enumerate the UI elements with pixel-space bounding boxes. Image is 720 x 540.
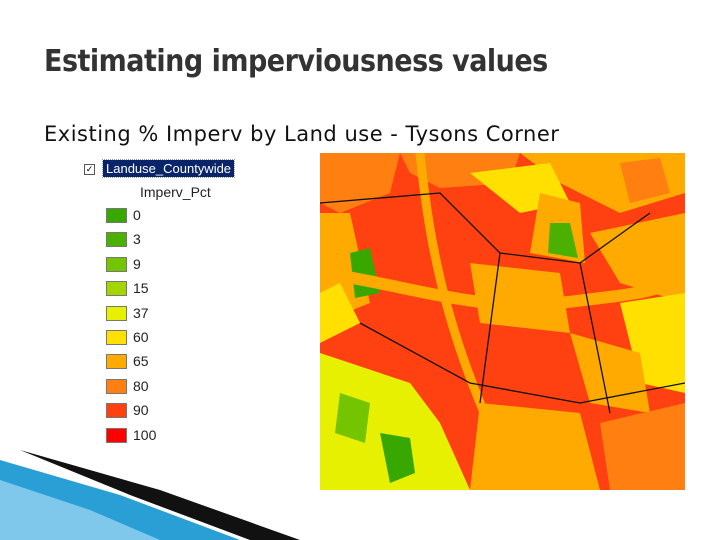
legend-label: 37 bbox=[133, 304, 149, 321]
parcel bbox=[470, 403, 600, 490]
parcel bbox=[335, 393, 370, 443]
layer-name[interactable]: Landuse_Countywide bbox=[101, 159, 236, 178]
parcel bbox=[320, 353, 470, 490]
parcel bbox=[600, 403, 685, 490]
legend-swatch bbox=[106, 427, 127, 443]
legend-label: 60 bbox=[133, 329, 149, 345]
legend-swatch bbox=[106, 305, 127, 321]
legend-label: 9 bbox=[133, 255, 141, 272]
road bbox=[415, 153, 525, 490]
field-name: Imperv_Pct bbox=[140, 184, 211, 200]
slide-subtitle: Existing % Imperv by Land use - Tysons C… bbox=[44, 122, 560, 146]
legend-swatch bbox=[106, 330, 127, 345]
parcel bbox=[548, 223, 578, 258]
parcel bbox=[470, 263, 570, 333]
legend-swatch bbox=[106, 232, 127, 248]
legend-swatch bbox=[106, 281, 127, 297]
legend-label: 100 bbox=[133, 426, 157, 443]
road bbox=[320, 267, 685, 311]
legend-swatch bbox=[106, 256, 127, 272]
legend-label: 15 bbox=[133, 280, 149, 297]
swoosh bbox=[0, 480, 160, 540]
parcel bbox=[320, 153, 400, 213]
legend-label: 65 bbox=[133, 353, 149, 370]
parcel bbox=[380, 433, 415, 483]
slide-decoration bbox=[0, 450, 300, 540]
legend-swatch bbox=[106, 354, 127, 370]
legend-label: 3 bbox=[133, 231, 141, 248]
legend-label: 0 bbox=[133, 207, 141, 223]
map-legend: ✓ Landuse_Countywide Imperv_Pct 0 3 9 15 37 6… bbox=[84, 158, 314, 478]
legend-label: 90 bbox=[133, 402, 149, 419]
legend-label: 80 bbox=[133, 377, 149, 394]
parcel bbox=[320, 283, 360, 343]
legend-swatch bbox=[106, 208, 127, 223]
legend-swatch bbox=[106, 403, 127, 419]
district-boundary bbox=[320, 192, 685, 414]
swoosh bbox=[20, 450, 300, 540]
parcel bbox=[620, 158, 670, 203]
land-use-map bbox=[320, 153, 685, 490]
legend-swatch bbox=[106, 378, 127, 394]
slide-title: Estimating imperviousness values bbox=[44, 44, 548, 79]
layer-checkbox[interactable]: ✓ bbox=[84, 164, 95, 175]
